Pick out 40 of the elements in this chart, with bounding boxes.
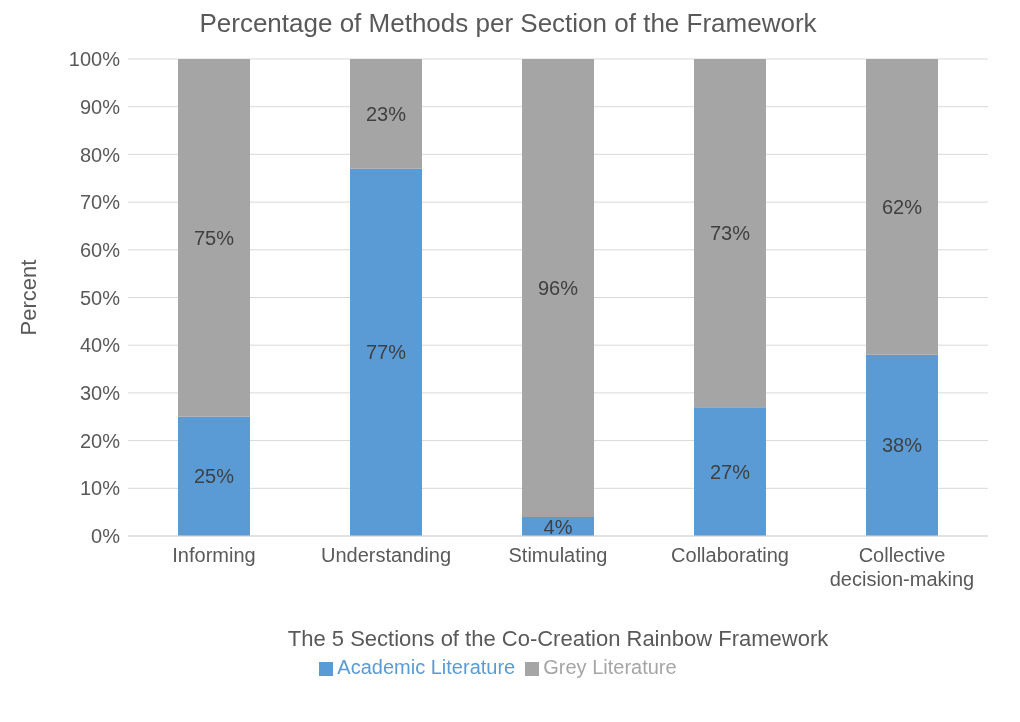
y-tick-label: 60%	[79, 238, 121, 261]
bar	[866, 354, 938, 536]
data-label: 77%	[365, 341, 407, 364]
y-tick-label: 80%	[79, 143, 121, 166]
y-tick-label: 70%	[79, 191, 121, 214]
data-label: 75%	[193, 226, 235, 249]
y-tick-label: 100%	[68, 48, 121, 71]
data-label: 96%	[537, 277, 579, 300]
x-tick-label: Collaborating	[671, 544, 789, 566]
data-label: 27%	[709, 460, 751, 483]
bar	[178, 59, 250, 417]
bar	[694, 407, 766, 536]
bar	[178, 416, 250, 536]
bar	[350, 168, 422, 536]
x-axis-title: The 5 Sections of the Co-Creation Rainbow Framework	[287, 626, 830, 651]
bar	[350, 59, 422, 169]
y-tick-label: 0%	[91, 525, 121, 548]
data-label: 4%	[543, 515, 573, 538]
bar	[866, 59, 938, 355]
data-label: 23%	[365, 102, 407, 125]
data-label: 25%	[193, 465, 235, 488]
legend-label: Grey Literature	[543, 656, 677, 678]
x-tick-label: Understanding	[320, 544, 452, 566]
y-axis-title: Percent	[15, 259, 41, 336]
y-tick-label: 20%	[79, 429, 121, 452]
x-tick-label: Collective decision-making	[829, 544, 975, 590]
data-label: 38%	[881, 434, 923, 457]
y-tick-label: 10%	[79, 477, 121, 500]
data-label: 62%	[881, 195, 923, 218]
x-tick-label: Informing	[172, 544, 256, 566]
legend-label: Academic Literature	[337, 656, 516, 678]
bar	[694, 59, 766, 408]
data-label: 73%	[709, 222, 751, 245]
y-tick-label: 50%	[79, 286, 121, 309]
y-tick-label: 40%	[79, 334, 121, 357]
y-tick-label: 30%	[79, 382, 121, 404]
x-tick-label: Stimulating	[508, 544, 608, 566]
bar	[522, 59, 594, 517]
y-tick-label: 90%	[79, 95, 121, 118]
chart-title: Percentage of Methods per Section of the Framework	[198, 8, 818, 39]
